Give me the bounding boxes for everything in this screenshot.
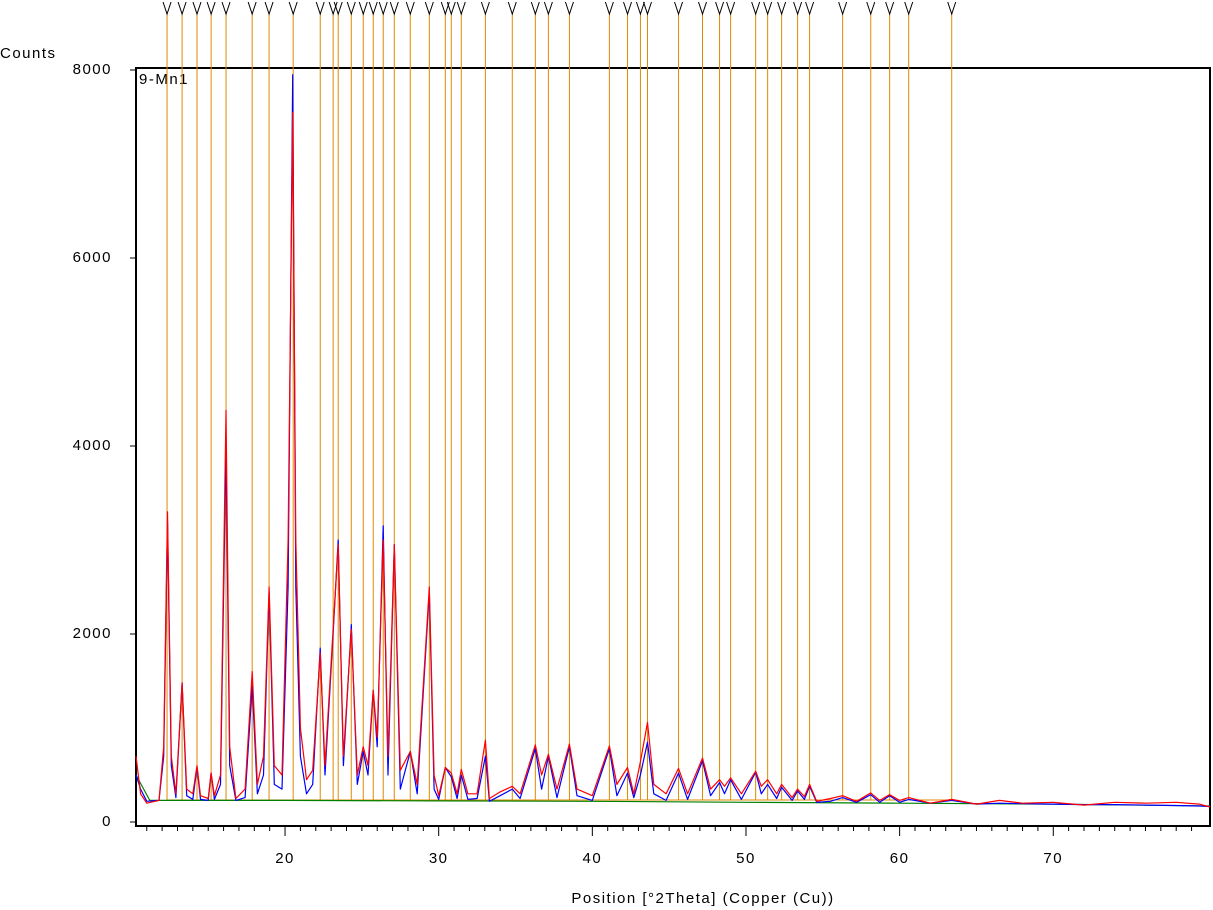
reflection-marker — [378, 1, 388, 16]
plot-frame — [135, 67, 1211, 827]
reflection-marker — [866, 1, 876, 16]
x-tick-label: 40 — [582, 850, 602, 867]
x-tick-label: 70 — [1043, 850, 1063, 867]
x-tick-label: 20 — [275, 850, 295, 867]
data-line — [135, 74, 1211, 808]
reflection-marker — [162, 1, 172, 16]
reflection-marker — [674, 1, 684, 16]
y-tick-label: 0 — [102, 813, 112, 830]
y-tick-label: 6000 — [73, 249, 112, 266]
x-tick-label: 60 — [890, 850, 910, 867]
reflection-marker — [543, 1, 553, 16]
reflection-marker — [192, 1, 202, 16]
reflection-marker — [264, 1, 274, 16]
reflection-marker — [698, 1, 707, 16]
reflection-marker — [315, 1, 325, 16]
reflection-marker — [368, 1, 378, 16]
reflection-marker — [247, 1, 257, 16]
reflection-marker — [440, 1, 450, 16]
reflection-marker — [635, 1, 645, 16]
reflection-marker — [838, 1, 848, 16]
reflection-marker — [751, 1, 761, 16]
reflection-marker — [446, 1, 456, 16]
reflection-marker — [604, 1, 614, 16]
x-tick-label: 50 — [736, 850, 756, 867]
reflection-marker — [805, 1, 815, 16]
reflection-marker — [763, 1, 773, 16]
reflection-marker — [333, 1, 343, 16]
y-tick-label: 4000 — [73, 437, 112, 454]
reflection-marker — [288, 1, 298, 16]
reflection-marker — [507, 1, 517, 16]
reflection-marker — [623, 1, 632, 16]
y-tick-label: 2000 — [73, 625, 112, 642]
reflection-marker — [530, 1, 540, 16]
x-axis-label: Position [°2Theta] (Copper (Cu)) — [571, 890, 834, 907]
y-axis-label: Counts — [0, 45, 57, 62]
reflection-marker — [564, 1, 574, 16]
reflection-marker — [389, 1, 399, 16]
reflection-marker — [456, 1, 466, 16]
reflection-marker — [715, 1, 725, 16]
reflection-marker — [777, 1, 787, 16]
reflection-marker — [221, 1, 231, 16]
reflection-marker — [480, 1, 490, 16]
reflection-marker — [793, 1, 803, 16]
reflection-marker — [726, 1, 736, 16]
reflection-marker — [177, 1, 187, 16]
reflection-marker — [885, 1, 895, 16]
reflection-marker — [947, 1, 957, 16]
reflection-marker — [643, 1, 652, 16]
reflection-marker — [358, 1, 368, 16]
reflection-marker — [346, 1, 356, 16]
data-line — [135, 111, 1211, 808]
chart-title: 9-Mn1 — [139, 71, 189, 88]
reflection-marker — [206, 1, 216, 16]
x-tick-label: 30 — [429, 850, 449, 867]
reflection-marker — [424, 1, 434, 16]
reflection-marker — [405, 1, 415, 16]
reflection-marker — [904, 1, 914, 16]
y-tick-label: 8000 — [73, 61, 112, 78]
